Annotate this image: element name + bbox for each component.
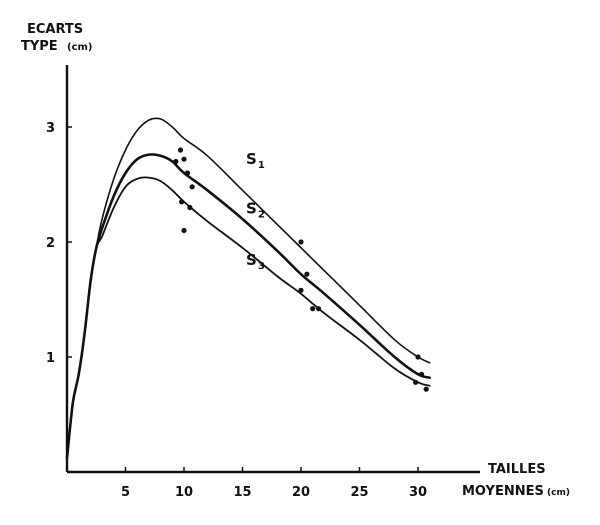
data-point	[298, 287, 304, 293]
x-axis-title-line1: TAILLES	[488, 462, 546, 477]
x-tick-label: 25	[350, 485, 368, 500]
x-axis-unit: (cm)	[547, 488, 570, 498]
data-point	[173, 158, 179, 165]
data-point	[415, 354, 421, 360]
series-label-s2: S2	[246, 199, 265, 220]
data-point	[187, 204, 193, 211]
x-tick-label: 15	[233, 485, 251, 500]
data-point	[310, 306, 316, 312]
series-line-s3	[66, 176, 431, 460]
x-tick-label: 10	[175, 485, 193, 500]
data-point	[298, 239, 304, 245]
series-label-s3: S3	[246, 251, 265, 272]
data-point	[423, 386, 429, 392]
data-point	[418, 371, 425, 377]
data-point	[181, 227, 187, 234]
data-point	[413, 379, 419, 385]
y-axis-title-line1: ECARTS	[27, 22, 83, 37]
data-point	[304, 271, 310, 277]
tick-group: 5 10 15 20 25 30 1 2 3	[46, 121, 427, 500]
y-axis-unit: (cm)	[67, 42, 93, 53]
y-axis-title-line2: TYPE	[21, 39, 58, 54]
y-tick-label: 2	[46, 236, 55, 251]
x-tick-label: 5	[121, 485, 130, 500]
point-group	[173, 147, 429, 392]
series-label-s1: S1	[246, 150, 265, 171]
data-point	[184, 170, 191, 176]
data-point	[177, 147, 184, 153]
x-axis-title-line2: MOYENNES	[462, 484, 544, 499]
series-line-s1	[66, 117, 431, 459]
series-label-group: S1 S2 S3	[246, 150, 265, 272]
x-tick-label: 20	[292, 485, 310, 500]
data-point	[179, 199, 185, 205]
data-point	[181, 156, 187, 162]
y-tick-label: 1	[46, 351, 55, 366]
curve-group	[65, 117, 431, 460]
data-point	[315, 306, 322, 312]
y-tick-label: 3	[46, 121, 55, 136]
data-point	[189, 184, 195, 190]
x-tick-label: 30	[409, 485, 427, 500]
